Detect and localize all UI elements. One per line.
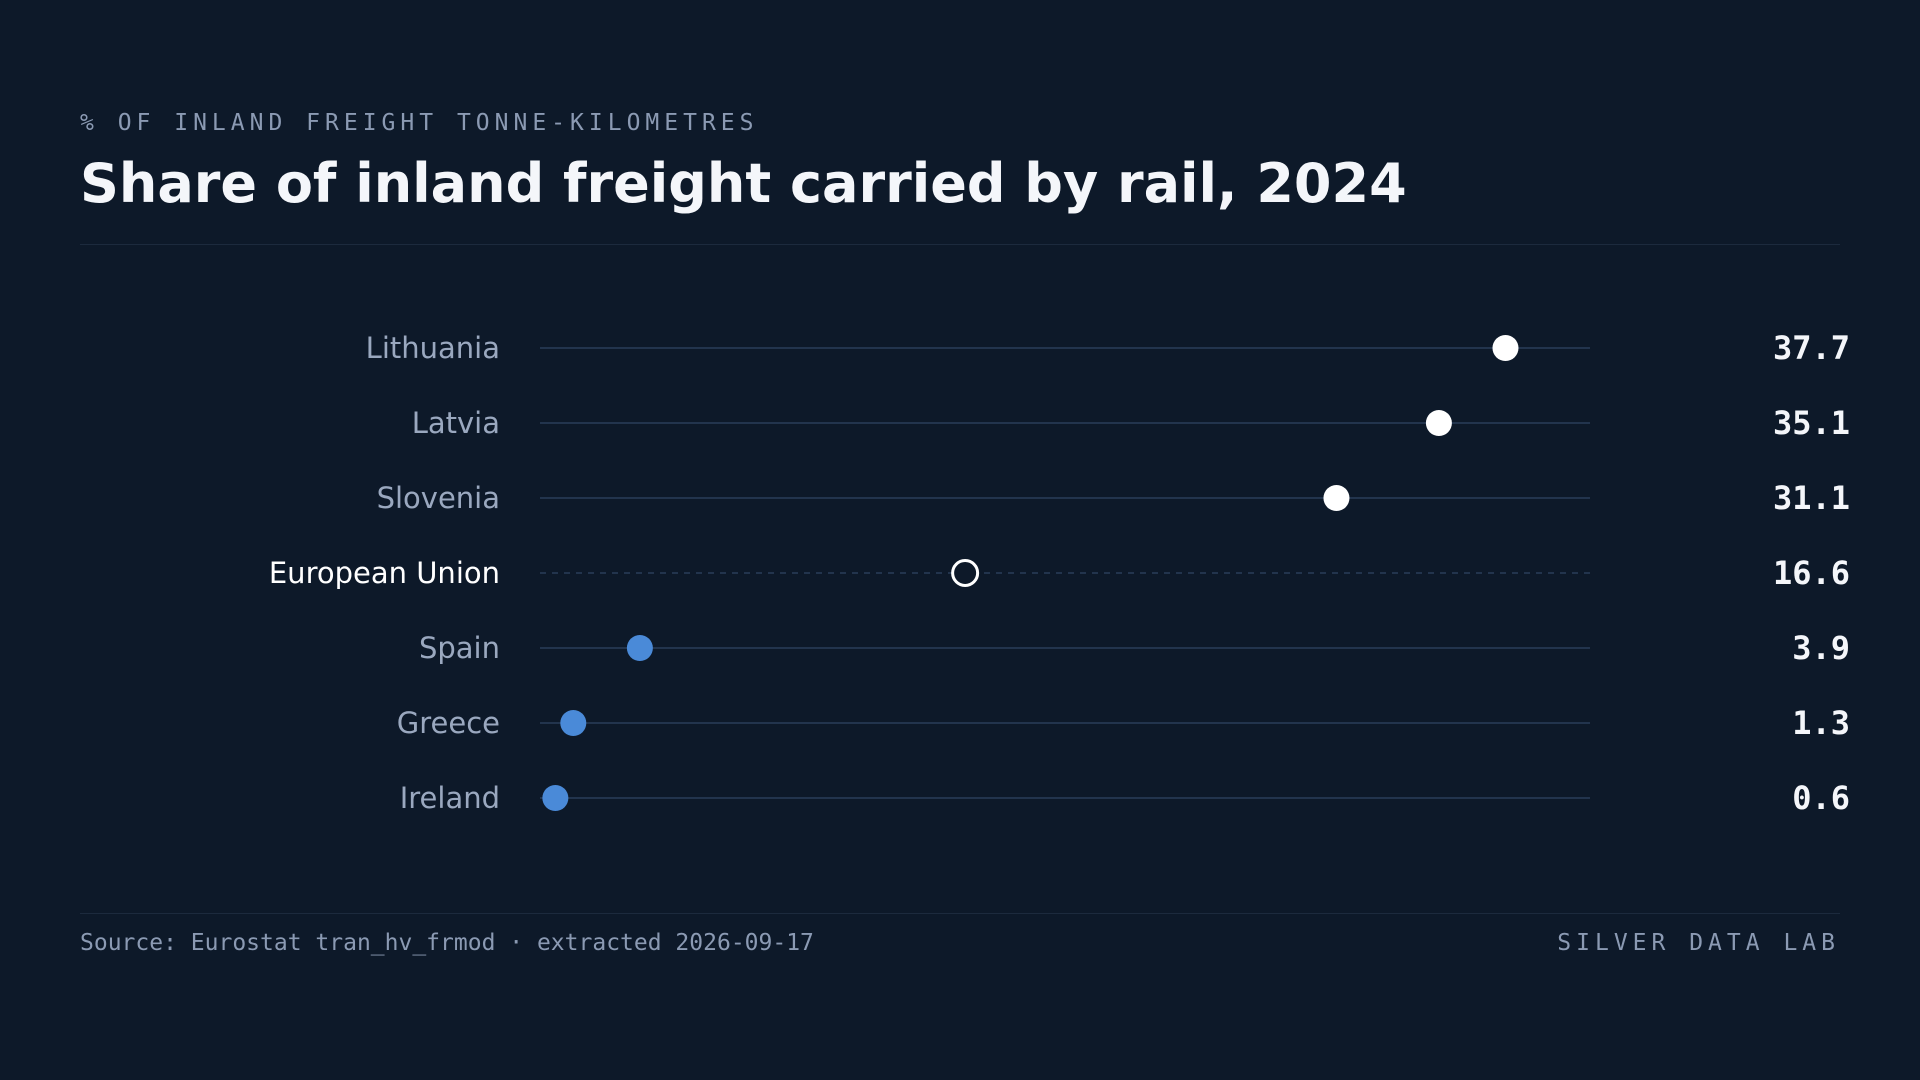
category-label-slovenia: Slovenia <box>377 481 500 515</box>
category-label-greece: Greece <box>397 706 500 740</box>
category-label-spain: Spain <box>419 631 500 665</box>
value-label-european-union: 16.6 <box>1773 554 1850 592</box>
brand-label: SILVER DATA LAB <box>1557 930 1840 956</box>
header-divider <box>80 244 1840 245</box>
data-point-spain <box>626 635 653 661</box>
category-label-latvia: Latvia <box>412 406 500 440</box>
reference-marker-european-union <box>951 559 980 587</box>
source-note: Source: Eurostat tran_hv_frmod · extract… <box>80 930 814 956</box>
category-label-european-union: European Union <box>269 556 500 590</box>
category-label-lithuania: Lithuania <box>366 331 500 365</box>
footer-divider <box>80 913 1840 914</box>
data-point-greece <box>560 710 587 736</box>
value-label-lithuania: 37.7 <box>1773 329 1850 367</box>
data-point-latvia <box>1425 410 1452 436</box>
data-point-slovenia <box>1323 485 1350 511</box>
data-point-lithuania <box>1492 335 1519 361</box>
dot-plot: Lithuania 37.7 Latvia 35.1 Slovenia 31.1 Europ… <box>269 329 1850 817</box>
value-label-slovenia: 31.1 <box>1773 479 1850 517</box>
chart-title: Share of inland freight carried by rail,… <box>80 152 1407 215</box>
chart-kicker: % OF INLAND FREIGHT TONNE-KILOMETRES <box>80 110 759 136</box>
value-label-latvia: 35.1 <box>1773 404 1850 442</box>
data-point-ireland <box>542 785 569 811</box>
category-label-ireland: Ireland <box>400 781 500 815</box>
value-label-greece: 1.3 <box>1792 704 1850 742</box>
value-label-ireland: 0.6 <box>1792 779 1850 817</box>
value-label-spain: 3.9 <box>1792 629 1850 667</box>
